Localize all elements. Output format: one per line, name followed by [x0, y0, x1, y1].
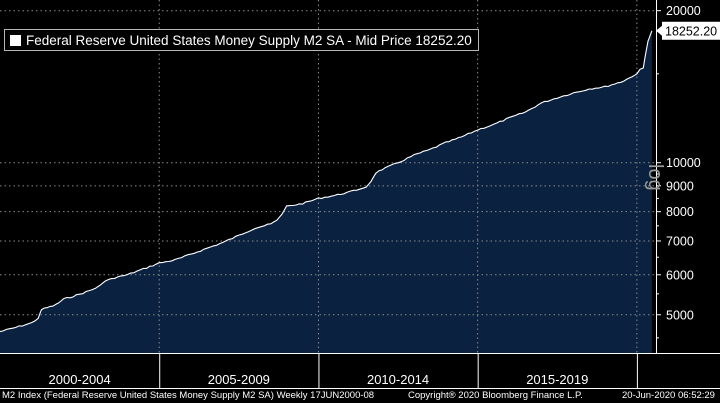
y-tick-label: 8000	[666, 205, 694, 219]
legend-swatch	[10, 34, 21, 46]
y-tick-label: 10000	[666, 156, 701, 170]
x-period-label: 2000-2004	[49, 372, 111, 387]
y-tick-label: 6000	[666, 268, 694, 282]
x-period-label: 2010-2014	[367, 372, 429, 387]
chart-footer: M2 Index (Federal Reserve United States …	[0, 389, 720, 403]
legend-label: Federal Reserve United States Money Supp…	[26, 32, 472, 48]
y-tick-label: 7000	[666, 234, 694, 248]
x-period-label: 2015-2019	[526, 372, 588, 387]
series-area	[0, 30, 652, 354]
y-axis-scale-label: log	[644, 164, 666, 191]
y-tick-label: 9000	[666, 179, 694, 193]
footer-timestamp: 20-Jun-2020 06:52:29	[622, 390, 715, 401]
footer-copyright: Copyright® 2020 Bloomberg Finance L.P.	[408, 390, 583, 401]
series-line	[0, 30, 653, 333]
footer-source: M2 Index (Federal Reserve United States …	[2, 390, 375, 401]
y-tick-label: 20000	[666, 4, 701, 18]
x-period-label: 2005-2009	[208, 372, 270, 387]
chart-legend: Federal Reserve United States Money Supp…	[4, 29, 479, 51]
last-value-label: 18252.20	[665, 24, 717, 38]
y-tick-label: 5000	[666, 308, 694, 322]
last-value-box	[662, 21, 720, 40]
last-value-pointer	[656, 25, 662, 36]
